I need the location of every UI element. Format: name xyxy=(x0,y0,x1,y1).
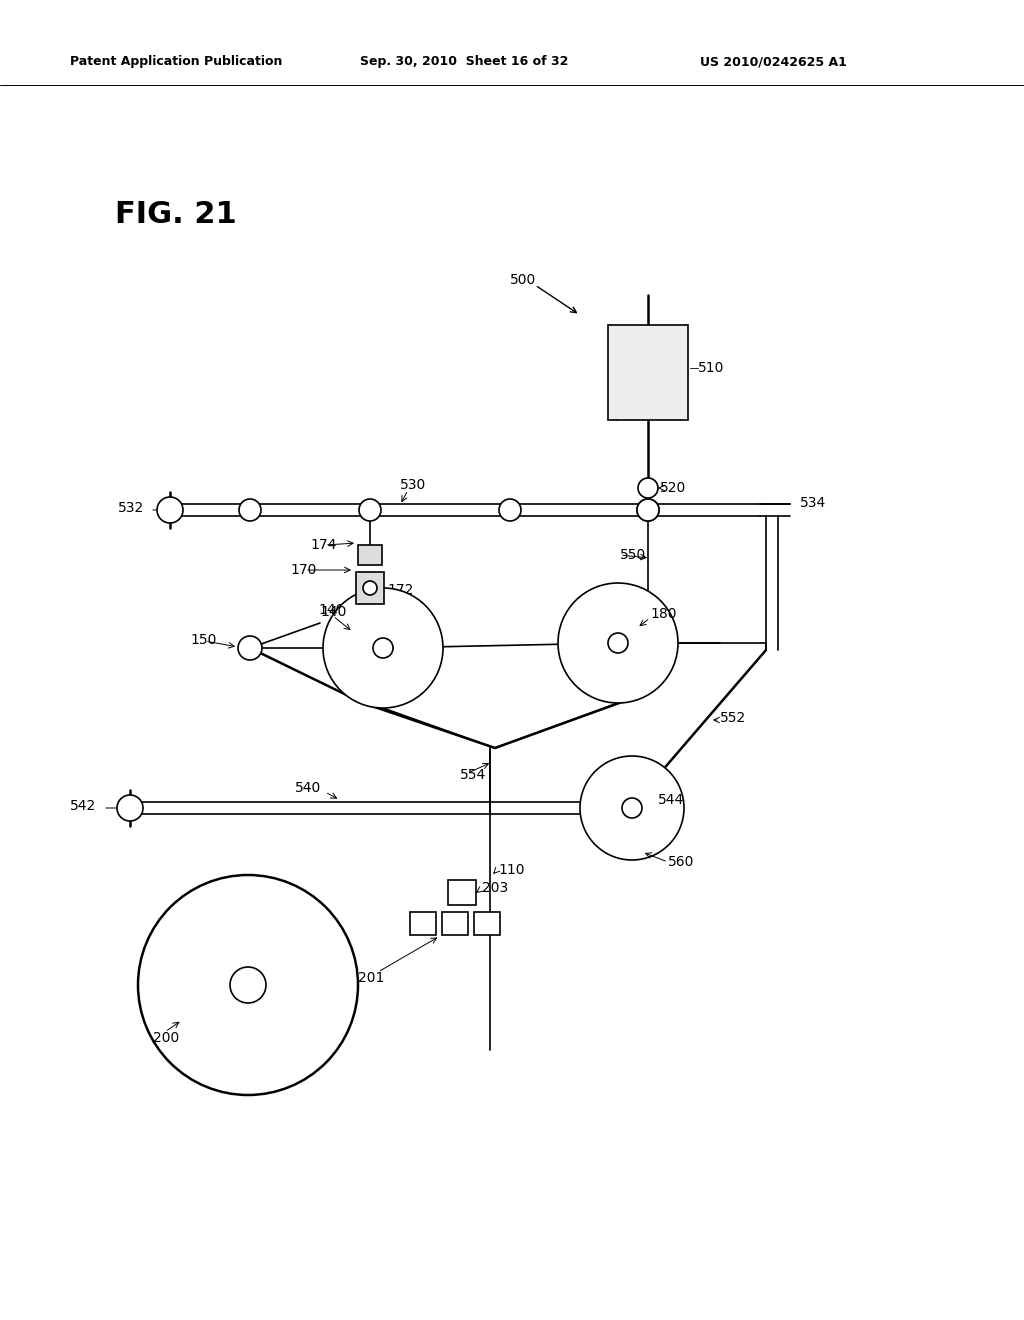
Circle shape xyxy=(230,968,266,1003)
Text: 510: 510 xyxy=(698,360,724,375)
Text: 554: 554 xyxy=(460,768,486,781)
Circle shape xyxy=(323,587,443,708)
Circle shape xyxy=(373,638,393,657)
Text: US 2010/0242625 A1: US 2010/0242625 A1 xyxy=(700,55,847,69)
Text: 532: 532 xyxy=(118,502,144,515)
Text: 174: 174 xyxy=(310,539,336,552)
Bar xyxy=(358,545,382,565)
Bar xyxy=(449,880,476,906)
Circle shape xyxy=(608,634,628,653)
Text: 110: 110 xyxy=(498,863,524,876)
Text: 172: 172 xyxy=(387,583,414,597)
Text: 542: 542 xyxy=(70,799,96,813)
Text: Sep. 30, 2010  Sheet 16 of 32: Sep. 30, 2010 Sheet 16 of 32 xyxy=(360,55,568,69)
Text: FIG. 21: FIG. 21 xyxy=(115,201,237,228)
Text: 552: 552 xyxy=(720,711,746,725)
Text: 534: 534 xyxy=(800,496,826,510)
Text: 500: 500 xyxy=(510,273,537,286)
Circle shape xyxy=(637,499,659,521)
Circle shape xyxy=(499,499,521,521)
Circle shape xyxy=(238,636,262,660)
Text: 170: 170 xyxy=(290,564,316,577)
Circle shape xyxy=(362,581,377,595)
Circle shape xyxy=(138,875,358,1096)
Circle shape xyxy=(558,583,678,704)
Text: 200: 200 xyxy=(153,1031,179,1045)
Text: 150: 150 xyxy=(190,634,216,647)
Circle shape xyxy=(117,795,143,821)
Text: 520: 520 xyxy=(660,480,686,495)
Circle shape xyxy=(239,499,261,521)
Text: 140: 140 xyxy=(319,605,346,619)
Circle shape xyxy=(580,756,684,861)
Text: 540: 540 xyxy=(295,781,322,795)
Bar xyxy=(410,912,436,935)
Text: 560: 560 xyxy=(668,855,694,869)
Bar xyxy=(608,325,688,420)
Circle shape xyxy=(638,478,658,498)
Circle shape xyxy=(622,799,642,818)
Circle shape xyxy=(157,498,183,523)
Text: Patent Application Publication: Patent Application Publication xyxy=(70,55,283,69)
Text: 140: 140 xyxy=(318,603,344,616)
Text: 544: 544 xyxy=(658,793,684,807)
Text: 203: 203 xyxy=(482,880,508,895)
Circle shape xyxy=(637,499,659,521)
Text: 550: 550 xyxy=(620,548,646,562)
Bar xyxy=(474,912,500,935)
Text: 530: 530 xyxy=(400,478,426,492)
Text: 201: 201 xyxy=(358,972,384,985)
Text: 180: 180 xyxy=(650,607,677,620)
Bar xyxy=(442,912,468,935)
Circle shape xyxy=(359,499,381,521)
Bar xyxy=(356,572,384,605)
